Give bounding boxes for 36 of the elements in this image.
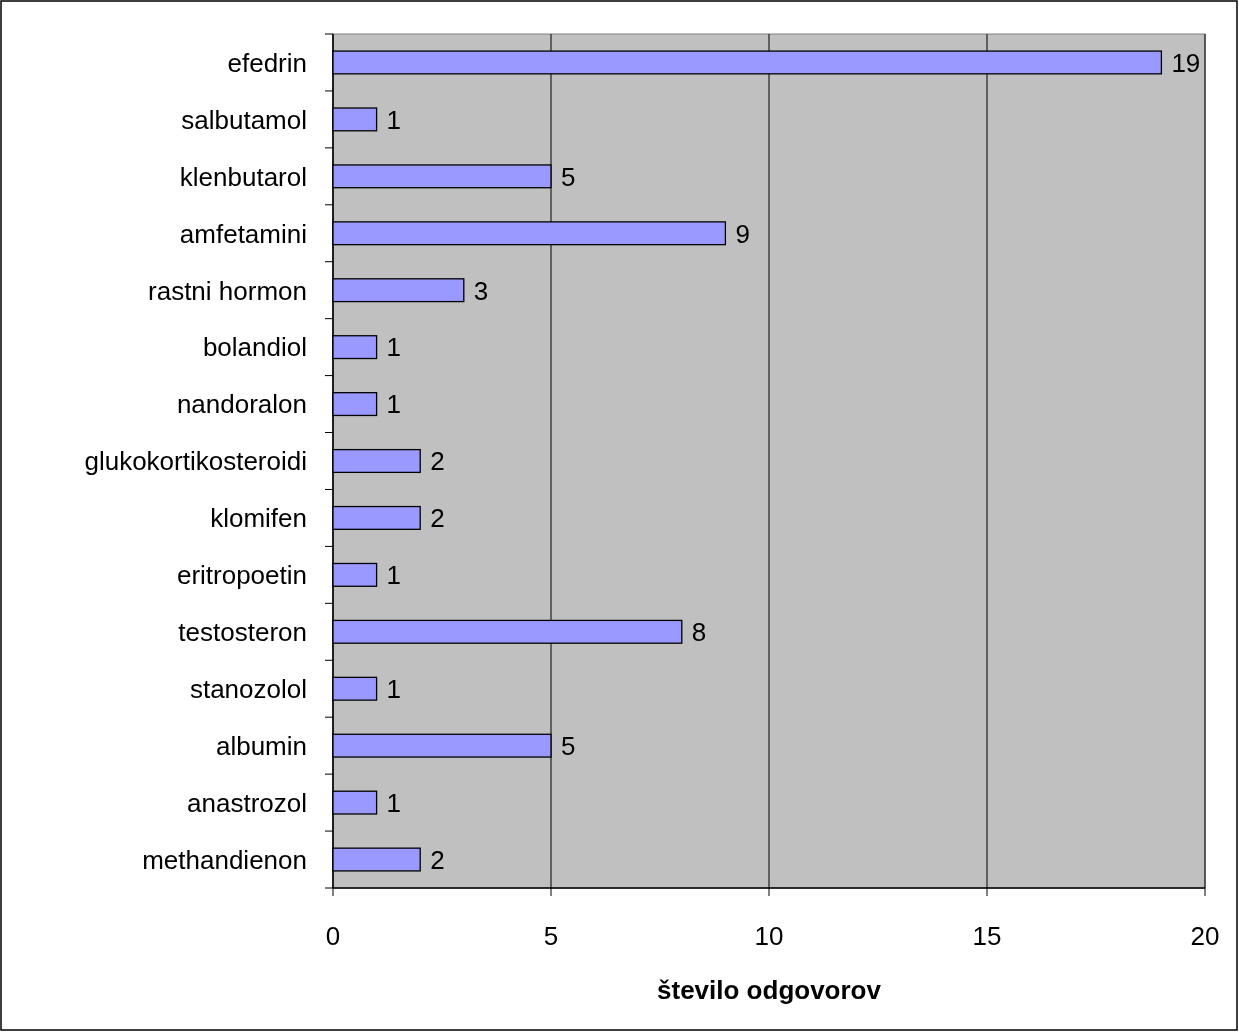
data-label: 1 — [386, 104, 402, 135]
data-label: 8 — [691, 617, 707, 648]
data-label: 5 — [561, 161, 576, 192]
y-tick-label: anastrozol — [187, 787, 307, 818]
y-tick-label: glukokortikosteroidi — [84, 446, 307, 477]
y-tick-label: albumin — [215, 731, 307, 762]
data-label: 1 — [386, 674, 402, 705]
y-tick-label: salbutamol — [181, 104, 307, 135]
x-tick-label: 20 — [1190, 921, 1220, 952]
y-tick-label: klomifen — [210, 503, 307, 534]
y-tick-label: efedrin — [227, 47, 307, 78]
x-tick-label: 15 — [972, 921, 1002, 952]
data-label: 2 — [430, 844, 445, 875]
y-tick-label: eritropoetin — [176, 560, 307, 591]
y-tick-label: stanozolol — [189, 674, 307, 705]
data-label: 5 — [561, 731, 576, 762]
data-label: 19 — [1171, 47, 1201, 78]
y-tick-label: klenbutarol — [179, 161, 307, 192]
data-label: 2 — [430, 446, 445, 477]
x-axis-title: število odgovorov — [657, 975, 882, 1006]
y-tick-label: rastni hormon — [148, 275, 307, 306]
data-label: 1 — [386, 332, 402, 363]
data-label: 1 — [386, 389, 402, 420]
data-label: 1 — [386, 560, 402, 591]
data-label: 2 — [430, 503, 445, 534]
data-label: 3 — [473, 275, 489, 306]
y-tick-label: amfetamini — [179, 218, 307, 249]
y-tick-label: nandoralon — [176, 389, 307, 420]
y-tick-label: testosteron — [178, 617, 307, 648]
x-tick-label: 5 — [543, 921, 559, 952]
x-tick-label: 0 — [325, 921, 341, 952]
y-tick-label: methandienon — [142, 844, 307, 875]
data-label: 1 — [386, 787, 402, 818]
data-label: 9 — [735, 218, 750, 249]
y-tick-label: bolandiol — [202, 332, 307, 363]
x-tick-label: 10 — [754, 921, 784, 952]
